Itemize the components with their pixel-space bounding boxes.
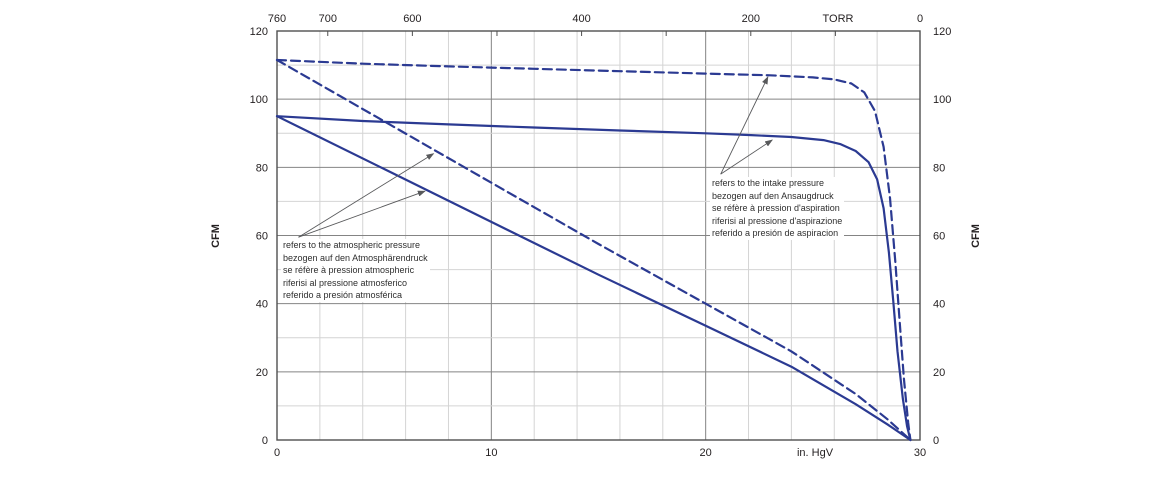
top-tick-label: 0 bbox=[917, 13, 923, 25]
annotation-arrow-atmospheric bbox=[298, 153, 435, 238]
right-tick-label: 40 bbox=[933, 299, 945, 311]
annotation-line: bezogen auf den Atmosphärendruck bbox=[283, 252, 428, 263]
left-tick-label: 60 bbox=[256, 231, 268, 243]
annotation-line: referido a presión atmosférica bbox=[283, 290, 403, 301]
left-tick-label: 20 bbox=[256, 367, 268, 379]
curve-flow-vs-intake-pressure-dashed bbox=[275, 58, 912, 442]
annotation-intake: refers to the intake pressure bezogen au… bbox=[710, 177, 845, 240]
top-tick-label: 600 bbox=[403, 13, 421, 25]
bottom-tick-label: 20 bbox=[700, 447, 712, 459]
left-tick-label: 100 bbox=[250, 94, 268, 106]
right-tick-label: 0 bbox=[933, 435, 939, 447]
annotation-line: riferisi al pressione atmosferico bbox=[283, 277, 408, 288]
annotation-line: refers to the atmospheric pressure bbox=[283, 240, 421, 250]
annotation-arrow-atmospheric bbox=[298, 190, 426, 238]
curve-flow-vs-atmospheric-pressure-dashed bbox=[275, 58, 912, 442]
annotation-arrow-intake bbox=[720, 76, 769, 175]
annotation-atmospheric: refers to the atmospheric pressure bezog… bbox=[281, 239, 430, 302]
annotation-line: referido a presión de aspiracion bbox=[712, 228, 839, 239]
curve-layer bbox=[275, 58, 912, 442]
tick-layer bbox=[327, 31, 836, 36]
top-axis-unit-torr: TORR bbox=[823, 13, 854, 25]
annotation-line: riferisi al pressione d'aspirazione bbox=[712, 215, 843, 226]
left-tick-label: 80 bbox=[256, 162, 268, 174]
bottom-tick-label: 10 bbox=[485, 447, 497, 459]
top-tick-label: 760 bbox=[268, 13, 286, 25]
annotation-line: bezogen auf den Ansaugdruck bbox=[712, 190, 834, 201]
top-tick-label: 400 bbox=[572, 13, 590, 25]
right-tick-label: 80 bbox=[933, 162, 945, 174]
right-tick-label: 120 bbox=[933, 26, 951, 38]
top-tick-label: 200 bbox=[742, 13, 760, 25]
bottom-axis-unit-inhgv: in. HgV bbox=[797, 447, 834, 459]
bottom-tick-label: 0 bbox=[274, 447, 280, 459]
right-axis-unit-cfm: CFM bbox=[970, 224, 982, 248]
right-tick-label: 100 bbox=[933, 94, 951, 106]
right-tick-label: 60 bbox=[933, 231, 945, 243]
annotation-line: refers to the intake pressure bbox=[712, 178, 825, 188]
bottom-tick-label: 30 bbox=[914, 447, 926, 459]
left-axis-unit-cfm: CFM bbox=[210, 224, 222, 248]
annotation-arrow-intake bbox=[720, 139, 773, 175]
plot-frame bbox=[276, 30, 921, 441]
left-tick-label: 120 bbox=[250, 26, 268, 38]
curve-flow-vs-atmospheric-pressure-solid bbox=[275, 115, 912, 442]
top-tick-label: 700 bbox=[319, 13, 337, 25]
right-tick-label: 20 bbox=[933, 367, 945, 379]
left-tick-label: 40 bbox=[256, 299, 268, 311]
curve-flow-vs-intake-pressure-solid bbox=[275, 115, 912, 442]
annotation-line: se réfère à pression d'aspiration bbox=[712, 203, 840, 214]
annotation-line: se réfère à pression atmospheric bbox=[283, 265, 415, 276]
arrow-layer bbox=[298, 76, 773, 238]
left-tick-label: 0 bbox=[262, 435, 268, 447]
tick-label-layer: 760 700 600 400 200 00 10 20 3002040608010012002… bbox=[250, 13, 952, 459]
